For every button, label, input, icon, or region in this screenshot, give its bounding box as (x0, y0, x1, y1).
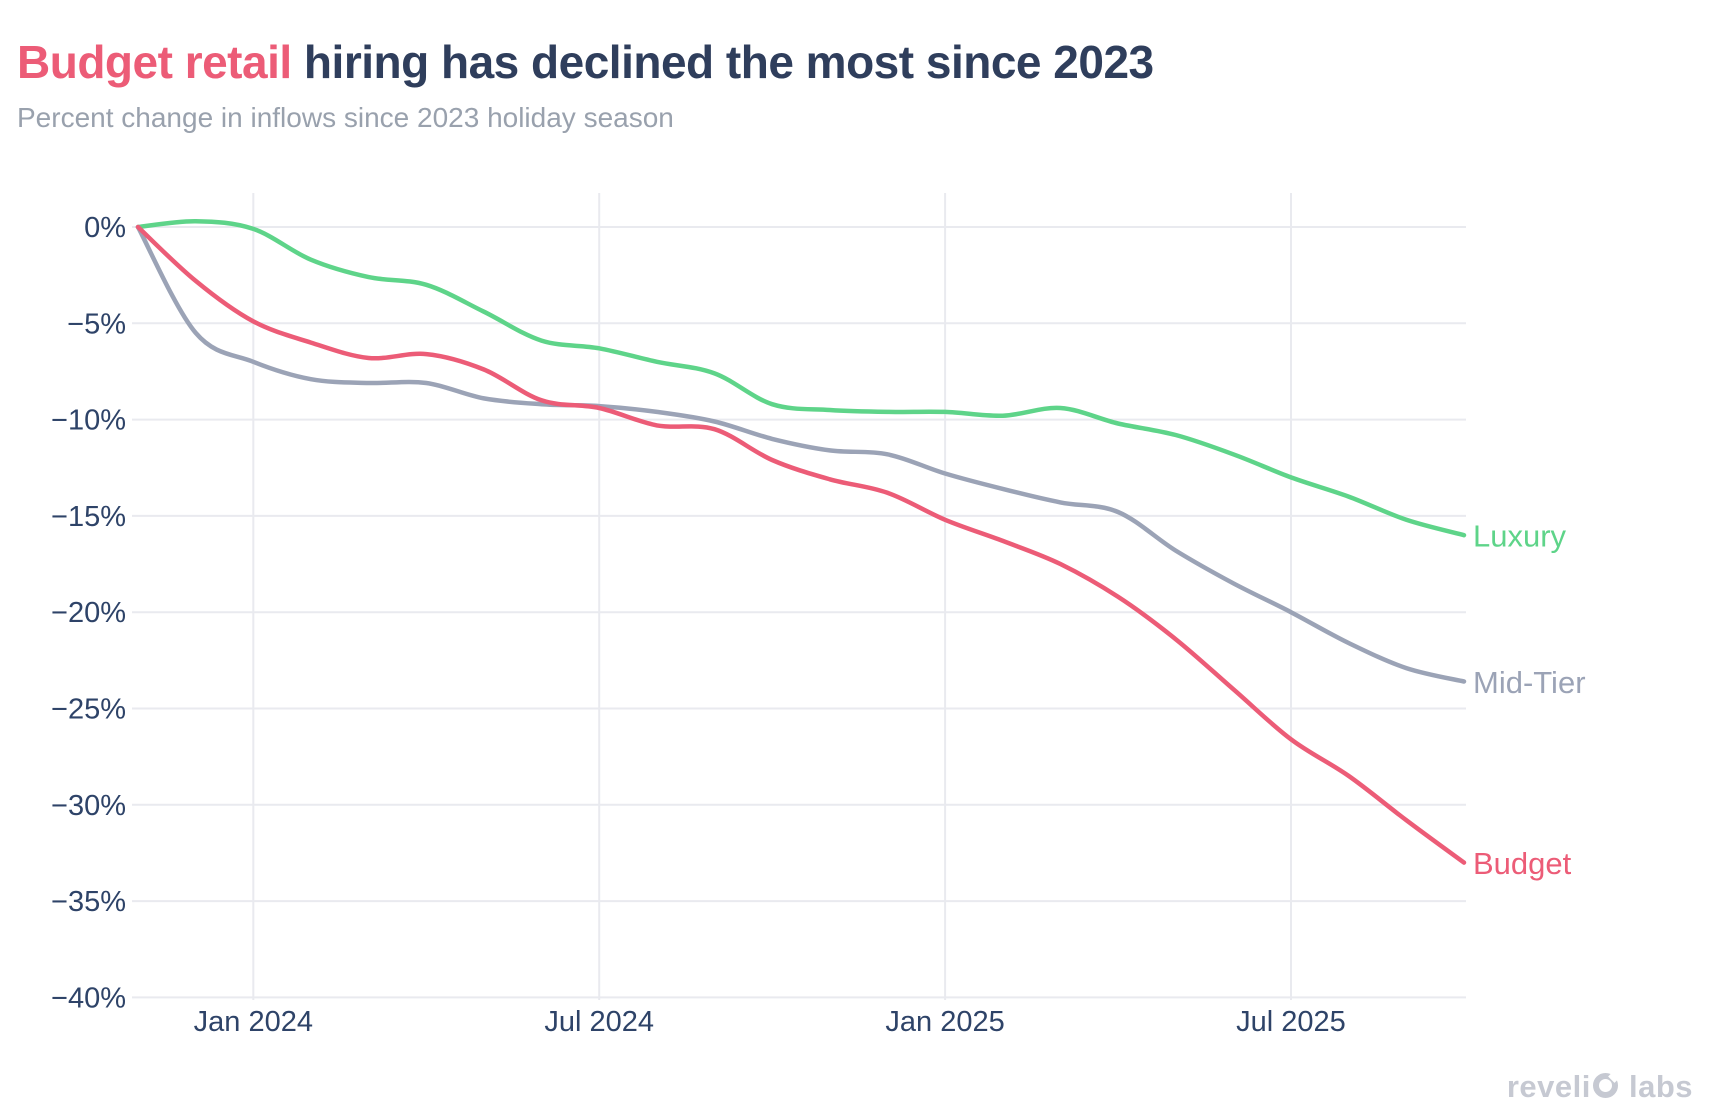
series-label-luxury: Luxury (1473, 519, 1567, 554)
x-axis-tick-label: Jan 2024 (194, 1006, 313, 1038)
chart-subtitle: Percent change in inflows since 2023 hol… (17, 102, 674, 133)
y-axis-tick-label: −40% (51, 982, 126, 1014)
chart-title: Budget retail hiring has declined the mo… (17, 35, 1154, 89)
logo-text-left: reveli (1506, 1069, 1591, 1104)
chart-title-rest: hiring has declined the most since 2023 (291, 35, 1154, 88)
series-label-mid-tier: Mid-Tier (1473, 665, 1586, 700)
x-axis-tick-label: Jul 2025 (1236, 1006, 1346, 1038)
series-line-mid-tier (135, 224, 1467, 684)
logo-text-right: labs (1628, 1069, 1693, 1104)
y-axis-tick-label: −5% (67, 308, 126, 340)
series-line-luxury (135, 218, 1467, 538)
y-axis-tick-label: −20% (51, 597, 126, 629)
y-axis-tick-label: −10% (51, 405, 126, 437)
series-label-budget: Budget (1473, 846, 1572, 881)
x-axis-tick-label: Jul 2024 (544, 1006, 654, 1038)
y-axis-tick-label: −35% (51, 886, 126, 918)
chart-title-highlight: Budget retail (17, 35, 292, 88)
revelio-labs-logo: reveli labs (1507, 1069, 1693, 1105)
y-axis-tick-label: −15% (51, 501, 126, 533)
logo-droplet-icon (1592, 1073, 1618, 1098)
y-axis-tick-label: −30% (51, 790, 126, 822)
series-line-budget (135, 224, 1467, 865)
y-axis-tick-label: −25% (51, 694, 126, 726)
x-axis-tick-label: Jan 2025 (885, 1006, 1004, 1038)
y-axis-tick-label: 0% (84, 212, 126, 244)
